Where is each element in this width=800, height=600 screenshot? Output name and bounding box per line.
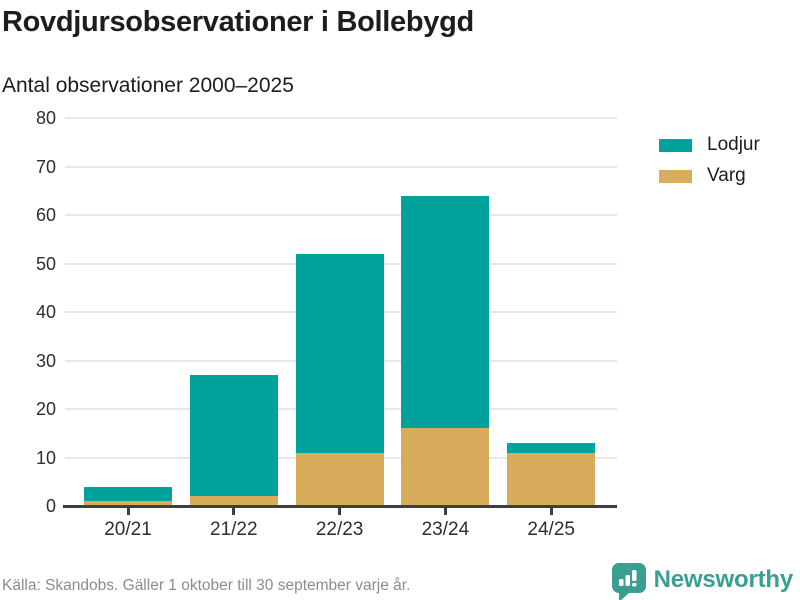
y-axis-tick-label: 0 — [45, 496, 56, 516]
y-axis-tick-label: 50 — [35, 253, 56, 274]
source-note: Källa: Skandobs. Gäller 1 oktober till 3… — [2, 577, 411, 594]
bar-segment-varg-20-21 — [84, 501, 172, 506]
gridline — [65, 117, 617, 119]
x-axis-tick — [338, 508, 342, 515]
x-axis-tick-label: 24/25 — [527, 519, 575, 540]
y-axis-tick-label: 70 — [35, 156, 56, 177]
bar-segment-varg-23-24 — [401, 428, 490, 506]
x-axis-tick — [443, 508, 447, 515]
newsworthy-logo: Newsworthy — [611, 563, 794, 600]
bar-segment-varg-24-25 — [507, 452, 596, 506]
legend-item-varg: Varg — [659, 165, 760, 187]
y-axis-tick-label: 60 — [35, 205, 56, 225]
x-axis-tick-label: 21/22 — [210, 519, 258, 540]
y-axis-tick-label: 40 — [35, 302, 56, 322]
x-axis-tick-label: 20/21 — [104, 519, 152, 540]
chart-title: Rovdjursobservationer i Bollebygd — [2, 6, 474, 38]
legend-label: Lodjur — [707, 134, 760, 155]
legend-swatch-lodjur — [659, 138, 692, 152]
x-axis-tick — [232, 508, 236, 515]
y-axis-tick-label: 30 — [35, 350, 56, 371]
legend-item-lodjur: Lodjur — [659, 134, 760, 156]
chart-subtitle: Antal observationer 2000–2025 — [2, 74, 294, 97]
x-axis-tick-label: 22/23 — [315, 519, 364, 540]
chart-legend: Lodjur Varg — [659, 134, 760, 196]
bar-segment-lodjur-21-22 — [189, 375, 278, 497]
bar-segment-lodjur-22-23 — [295, 253, 384, 453]
x-axis-tick — [126, 508, 130, 515]
x-axis-tick-label: 23/24 — [421, 519, 470, 540]
legend-label: Varg — [707, 165, 746, 186]
y-axis-tick-label: 10 — [35, 447, 56, 468]
y-axis-tick-label: 20 — [35, 399, 56, 419]
bar-segment-varg-21-22 — [189, 496, 278, 506]
x-axis-tick — [549, 508, 553, 515]
bar-segment-lodjur-24-25 — [507, 442, 596, 453]
bar-segment-lodjur-23-24 — [401, 195, 490, 429]
y-axis-tick-label: 80 — [35, 108, 56, 128]
newsworthy-logo-icon — [611, 563, 646, 600]
gridline — [65, 165, 617, 168]
gridline — [65, 214, 617, 216]
bar-segment-lodjur-20-21 — [84, 486, 172, 502]
x-axis-line — [63, 505, 617, 508]
legend-swatch-varg — [659, 169, 692, 183]
newsworthy-wordmark: Newsworthy — [653, 566, 794, 593]
bar-segment-varg-22-23 — [295, 452, 384, 506]
